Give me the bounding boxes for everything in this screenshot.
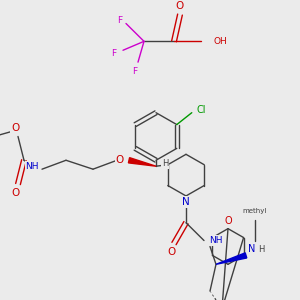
Text: NH: NH — [26, 162, 39, 171]
Text: N: N — [182, 197, 190, 207]
Text: OH: OH — [213, 37, 227, 46]
Text: O: O — [176, 1, 184, 11]
Text: H: H — [258, 245, 264, 254]
Text: O: O — [224, 216, 232, 226]
Text: F: F — [117, 16, 123, 25]
Text: methyl: methyl — [243, 208, 267, 214]
Text: O: O — [11, 188, 19, 198]
Polygon shape — [128, 158, 156, 166]
Polygon shape — [216, 253, 247, 264]
Text: Cl: Cl — [196, 105, 206, 115]
Text: NH: NH — [209, 236, 223, 245]
Text: O: O — [11, 123, 19, 133]
Text: O: O — [116, 155, 124, 165]
Text: O: O — [167, 248, 175, 257]
Text: F: F — [111, 49, 117, 58]
Text: F: F — [132, 67, 138, 76]
Text: H: H — [162, 159, 168, 168]
Text: N: N — [248, 244, 256, 254]
